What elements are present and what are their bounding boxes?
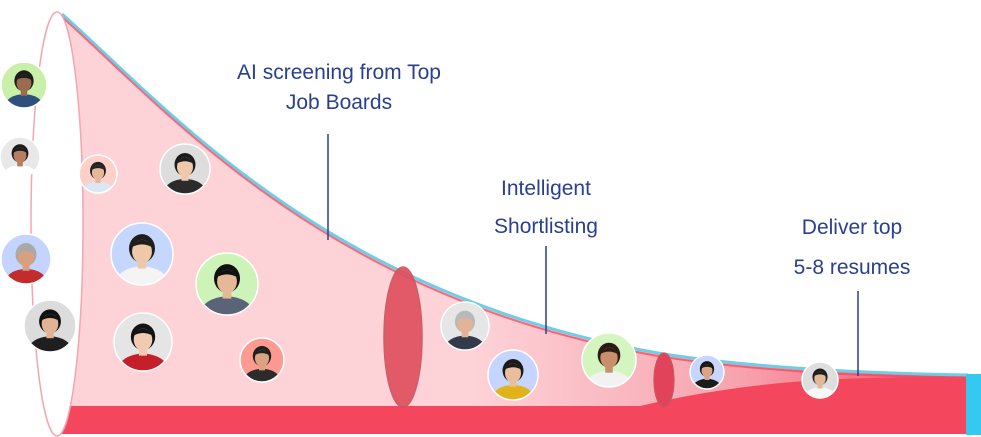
candidate-11-border [440,301,490,351]
candidate-8-face [41,314,59,334]
candidate-9-avatar [113,312,173,372]
candidate-13-face [600,347,618,369]
candidate-1-fringe [15,74,33,81]
candidate-14-avatar [689,354,725,390]
candidate-4-shirt [163,179,207,194]
candidate-12-face [505,363,521,383]
candidate-10-shirt [243,368,281,382]
candidate-6-shirt [115,266,169,285]
candidate-4-fringe [176,157,194,164]
candidate-5-fringe [17,247,35,254]
stage-label-shortlisting-line2: Shortlisting [494,215,598,238]
candidate-12-avatar [487,349,539,401]
candidate-7-shirt [200,296,254,315]
candidate-5-border [0,233,52,285]
stage-label-deliver-line2: 5-8 resumes [793,256,911,279]
candidate-1-avatar [0,61,48,109]
candidate-11-avatar [440,301,490,351]
candidate-11-fringe [456,314,474,322]
candidate-13-avatar [581,332,637,388]
candidate-6-avatar [110,222,174,286]
candidate-13-shirt [586,370,632,387]
candidate-10-fringe [254,349,270,356]
stage-label-deliver-line1: Deliver top [801,216,903,239]
candidate-8-fringe [40,314,60,321]
candidate-2-face [13,147,27,163]
candidate-9-face [133,328,153,351]
candidate-13-fringe [599,347,619,355]
candidate-3-border [78,154,118,194]
candidate-2-shirt [3,165,37,177]
candidate-7-face [217,269,237,294]
candidate-1-face [16,74,32,92]
candidate-7-fringe [215,269,239,278]
candidate-4-border [159,143,211,195]
funnel-top-edge [61,12,969,377]
candidate-15-shirt [804,387,836,398]
funnel-base-band [62,377,968,434]
stage-label-shortlisting: Intelligent Shortlisting [466,170,626,246]
candidate-15-border [801,361,839,399]
candidate-8-shirt [27,336,73,352]
stage-label-shortlisting-line1: Intelligent [501,177,591,200]
stage-label-screening-line2: Job Boards [285,91,393,114]
candidate-8-border [23,299,77,353]
stage-label-screening: AI screening from Top Job Boards [208,58,470,118]
candidate-2-border [0,136,41,178]
candidate-5-face [18,247,34,267]
candidate-3-shirt [81,181,115,193]
candidate-15-face [814,371,826,386]
candidate-14-shirt [692,378,722,389]
candidate-5-avatar [0,233,52,285]
candidate-10-face [254,349,270,367]
stage-label-deliver: Deliver top 5-8 resumes [772,208,932,288]
candidate-4-face [177,157,193,177]
candidate-6-face [132,239,152,264]
candidate-1-border [0,61,48,109]
candidate-14-face [701,364,713,378]
candidate-11-face [457,314,473,334]
candidate-12-fringe [504,363,522,370]
candidate-15-avatar [801,361,839,399]
candidate-12-shirt [491,385,535,400]
candidate-14-border [689,354,725,390]
candidate-11-shirt [444,335,486,350]
stage-label-screening-line1: AI screening from Top [237,61,441,84]
candidate-1-shirt [4,94,44,108]
funnel-body [62,14,968,434]
funnel-top-edge-inner [61,16,969,379]
candidate-9-fringe [132,328,154,337]
candidate-13-border [581,332,637,388]
candidate-10-avatar [239,337,285,383]
candidate-2-fringe [12,147,28,153]
candidate-7-avatar [195,252,259,316]
candidate-15-fringe [813,371,827,377]
candidate-9-shirt [118,353,168,371]
candidate-3-face [91,165,105,180]
candidate-12-border [487,349,539,401]
funnel-ring-large [383,266,423,408]
candidate-9-border [113,312,173,372]
candidate-6-fringe [130,239,154,248]
candidate-14-fringe [700,364,714,369]
candidate-avatars [0,61,839,401]
funnel-ring-small [653,352,675,408]
candidate-8-avatar [23,299,77,353]
candidate-7-border [195,252,259,316]
stage-pointer-lines [327,134,859,376]
candidate-3-fringe [91,165,105,171]
funnel-tail-accent [966,374,981,435]
candidate-3-avatar [78,154,118,194]
candidate-4-avatar [159,143,211,195]
candidate-5-shirt [4,269,48,284]
candidate-6-border [110,222,174,286]
candidate-10-border [239,337,285,383]
candidate-2-avatar [0,136,41,178]
